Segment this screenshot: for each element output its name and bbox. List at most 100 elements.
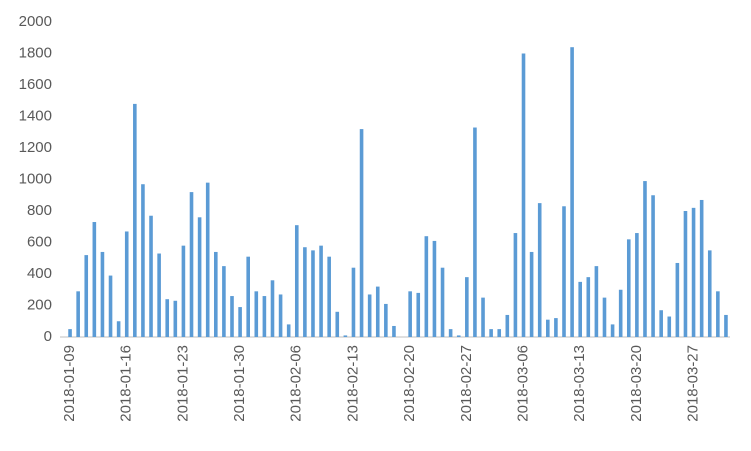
bar	[311, 250, 315, 337]
bar	[432, 240, 437, 337]
bar	[546, 319, 550, 337]
bar	[165, 299, 170, 337]
bar	[683, 211, 688, 337]
bar	[124, 231, 129, 337]
bar	[294, 225, 299, 337]
bar	[489, 329, 493, 337]
x-tick-label: 2018-01-30	[231, 345, 248, 422]
bar	[554, 318, 558, 337]
y-tick-label: 1400	[19, 107, 52, 124]
y-tick-label: 800	[27, 202, 52, 219]
x-tick-label: 2018-03-27	[685, 345, 702, 422]
y-tick-label: 400	[27, 265, 52, 282]
bar	[707, 250, 712, 337]
bar	[149, 215, 153, 337]
x-tick-label: 2018-03-20	[628, 345, 645, 422]
bar	[578, 281, 582, 337]
bar	[594, 266, 599, 337]
bar	[214, 251, 218, 337]
bar	[92, 222, 97, 337]
bar	[173, 300, 178, 337]
bar	[602, 297, 607, 337]
x-tick-label: 2018-02-27	[458, 345, 475, 422]
bar	[133, 103, 137, 338]
bar	[610, 324, 615, 337]
bar	[675, 262, 680, 337]
bar	[303, 247, 307, 337]
bar	[254, 291, 259, 337]
bar	[481, 297, 485, 337]
bar	[497, 329, 502, 337]
bar	[562, 206, 566, 337]
y-tick-label: 0	[44, 328, 52, 345]
bar	[319, 245, 323, 337]
bar	[157, 253, 161, 337]
bar	[513, 233, 518, 337]
bar	[537, 203, 542, 337]
bar	[448, 329, 453, 337]
bar	[618, 289, 623, 337]
bar	[667, 316, 672, 337]
bar	[238, 307, 242, 337]
bar	[141, 184, 145, 337]
bar	[570, 47, 574, 337]
x-tick-label: 2018-01-23	[174, 345, 191, 422]
bar	[343, 335, 348, 337]
bar	[100, 251, 105, 337]
bar	[392, 325, 396, 337]
bar	[189, 192, 194, 337]
bar	[408, 291, 412, 337]
bar	[68, 329, 72, 337]
bar	[246, 256, 250, 337]
bar	[230, 296, 234, 337]
bar	[635, 233, 639, 337]
y-tick-label: 1200	[19, 139, 52, 156]
bar	[335, 311, 340, 337]
x-tick-label: 2018-03-06	[514, 345, 531, 422]
y-tick-label: 1000	[19, 170, 52, 187]
y-tick-label: 1800	[19, 44, 52, 61]
bar	[724, 314, 728, 337]
bar	[84, 255, 89, 337]
x-tick-label: 2018-02-13	[344, 345, 361, 422]
y-tick-label: 2000	[19, 13, 52, 30]
bar	[76, 291, 80, 337]
bar	[181, 245, 186, 337]
y-tick-label: 1600	[19, 76, 52, 93]
bar	[529, 251, 534, 337]
bar	[286, 324, 291, 337]
bar	[262, 296, 267, 337]
bar	[716, 291, 720, 337]
bar	[659, 310, 663, 337]
bar	[375, 286, 380, 337]
x-tick-label: 2018-03-13	[571, 345, 588, 422]
bar	[197, 217, 202, 337]
bar	[473, 127, 477, 338]
x-tick-label: 2018-01-09	[61, 345, 78, 422]
bar	[424, 236, 429, 337]
bar	[367, 294, 372, 337]
bar	[384, 303, 388, 337]
bar	[351, 267, 356, 337]
y-tick-label: 200	[27, 296, 52, 313]
bar	[521, 53, 526, 337]
bar	[108, 275, 113, 337]
bar	[222, 266, 226, 337]
x-tick-label: 2018-02-20	[401, 345, 418, 422]
bar	[270, 280, 275, 337]
y-tick-label: 600	[27, 233, 52, 250]
bar	[205, 182, 210, 337]
bar	[586, 277, 591, 337]
x-tick-label: 2018-01-16	[118, 345, 135, 422]
bar	[359, 129, 364, 337]
bar	[327, 256, 331, 337]
bar	[626, 239, 631, 337]
bar	[116, 321, 121, 337]
bar	[505, 314, 510, 337]
bar	[699, 199, 704, 337]
bar	[456, 335, 461, 337]
bar	[643, 181, 647, 337]
x-tick-label: 2018-02-06	[288, 345, 305, 422]
bar	[440, 267, 445, 337]
